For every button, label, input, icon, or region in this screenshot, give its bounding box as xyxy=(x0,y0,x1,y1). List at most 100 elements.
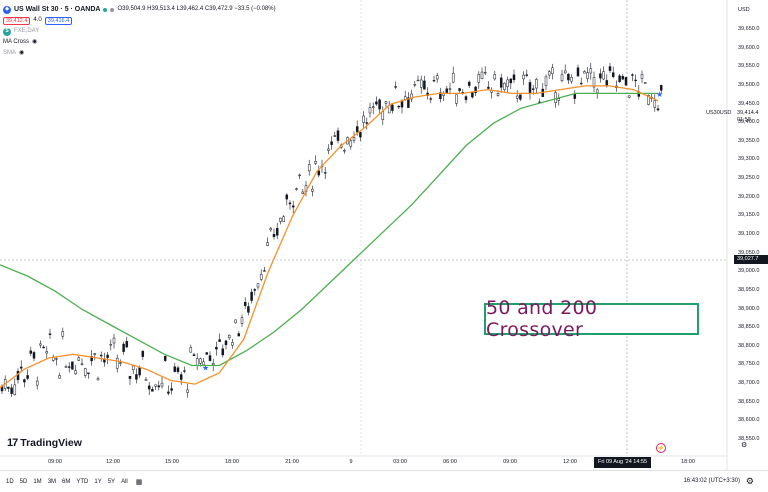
range-1m-button[interactable]: 1M xyxy=(33,478,42,485)
candle-body xyxy=(419,79,423,88)
candle-body xyxy=(189,347,193,353)
candle-body xyxy=(247,306,250,313)
annotation-box[interactable]: 50 and 200 Crossover xyxy=(484,297,699,341)
candle-body xyxy=(199,358,202,364)
candle-body xyxy=(253,289,257,291)
candle-body xyxy=(531,88,535,90)
settings-icon[interactable]: ⚙ xyxy=(741,442,748,449)
indicator-row-3[interactable]: SMA ◉ xyxy=(3,48,276,59)
eye-icon[interactable]: ◉ xyxy=(19,50,25,56)
range-6m-button[interactable]: 6M xyxy=(62,478,71,485)
range-all-button[interactable]: All xyxy=(121,478,128,485)
candle-body xyxy=(259,273,263,280)
candle-body xyxy=(224,340,228,346)
range-3m-button[interactable]: 3M xyxy=(47,478,57,485)
price-tick-label: 39,300.0 xyxy=(738,156,760,163)
candle-body xyxy=(215,346,218,350)
candle-body xyxy=(23,379,26,383)
candle-body xyxy=(183,370,186,372)
symbol-row[interactable]: ◆ US Wall St 30 · 5 · OANDA O39,504.9 H3… xyxy=(3,4,276,15)
gear-icon[interactable]: ⚙ xyxy=(745,476,754,486)
ohlc-values: O39,504.9 H39,513.4 L39,462.4 C39,472.9 … xyxy=(117,6,276,12)
candle-body xyxy=(55,358,58,360)
candle-body xyxy=(640,74,644,79)
candle-body xyxy=(125,341,129,348)
symbol-title[interactable]: US Wall St 30 · 5 · OANDA xyxy=(14,6,101,13)
candle-body xyxy=(250,291,253,301)
candle-body xyxy=(301,191,305,194)
candle-body xyxy=(285,194,289,200)
candle-body xyxy=(61,331,65,337)
crossover-marker-icon: ★ xyxy=(202,363,209,372)
candle-body xyxy=(266,242,269,246)
candle-body xyxy=(611,72,615,78)
crossover-marker-icon: ★ xyxy=(656,90,663,99)
range-5y-button[interactable]: 5Y xyxy=(107,478,116,485)
candle-body xyxy=(16,370,20,381)
sell-button[interactable]: 39,412.4 xyxy=(3,16,31,25)
eye-icon[interactable]: ◉ xyxy=(32,39,38,45)
candle-body xyxy=(375,101,378,105)
clock-timezone[interactable]: 16:43:02 (UTC+3:30) xyxy=(683,478,740,484)
candle-body xyxy=(352,137,356,141)
candle-body xyxy=(378,99,381,110)
tradingview-logo-icon: 17 xyxy=(7,437,18,449)
candle-body xyxy=(551,67,554,74)
candle-body xyxy=(317,170,321,176)
candle-body xyxy=(211,363,215,365)
candle-body xyxy=(106,354,109,358)
candle-body xyxy=(429,98,433,100)
candle-body xyxy=(307,164,311,172)
price-tick-label: 39,100.0 xyxy=(738,231,760,237)
symbol-logo-icon: ◆ xyxy=(3,5,11,14)
price-tick-label: 39,150.0 xyxy=(738,212,760,219)
candle-body xyxy=(167,391,170,394)
market-open-icon xyxy=(103,7,108,12)
candle-body xyxy=(624,77,628,86)
candle-body xyxy=(221,348,225,356)
time-tick-label: 12:00 xyxy=(106,459,120,465)
time-tick-label: 18:00 xyxy=(681,459,695,465)
range-ytd-button[interactable]: YTD xyxy=(76,478,89,485)
indicator-label-3[interactable]: SMA xyxy=(3,50,17,56)
candle-body xyxy=(407,97,410,108)
candle-body xyxy=(131,365,135,371)
indicator-label-1[interactable]: FXE;DAY xyxy=(14,28,40,34)
last-price: 39,414.4 01:58 xyxy=(737,110,758,124)
candle-body xyxy=(35,380,39,386)
indicator-row-2[interactable]: MA Cross ◉ xyxy=(3,37,276,48)
candle-body xyxy=(618,75,621,82)
candle-body xyxy=(32,352,36,359)
indicator-logo-icon: S xyxy=(3,27,11,36)
calendar-icon[interactable]: ▦ xyxy=(135,478,143,486)
price-tick-label: 39,200.0 xyxy=(738,193,760,200)
range-1d-button[interactable]: 1D xyxy=(6,478,14,485)
price-tick-label: 39,000.0 xyxy=(738,268,760,275)
range-1y-button[interactable]: 1Y xyxy=(94,478,102,485)
price-axis[interactable]: USD 39,650.0 39,600.0 39,550.0 39,500.0 39,4… xyxy=(727,0,768,470)
candle-body xyxy=(554,92,557,103)
candle-body xyxy=(288,202,292,205)
trade-row: 39,412.4 4.0 39,416.4 xyxy=(3,15,276,26)
buy-button[interactable]: 39,416.4 xyxy=(44,16,73,25)
candle-body xyxy=(115,357,119,369)
candle-body xyxy=(413,84,417,86)
candle-body xyxy=(64,366,68,368)
indicator-label-2[interactable]: MA Cross xyxy=(3,39,30,45)
time-axis[interactable]: 09:00 12:00 15:00 18:00 21:00 9 03:00 06:00 09:0… xyxy=(0,456,727,470)
tradingview-logo[interactable]: 17 TradingView xyxy=(7,437,82,449)
candle-body xyxy=(218,339,221,342)
flash-icon[interactable]: ⚡ xyxy=(656,443,666,453)
candle-body xyxy=(141,350,145,357)
range-5d-button[interactable]: 5D xyxy=(19,478,28,485)
candle-body xyxy=(496,93,500,96)
candle-body xyxy=(67,366,71,368)
candle-body xyxy=(29,350,33,354)
candle-body xyxy=(359,132,362,138)
price-tick-label: 39,500.0 xyxy=(738,81,760,88)
tradingview-logo-text: TradingView xyxy=(20,437,82,449)
indicator-row-1[interactable]: S FXE;DAY xyxy=(3,26,276,37)
candle-body xyxy=(499,77,503,88)
